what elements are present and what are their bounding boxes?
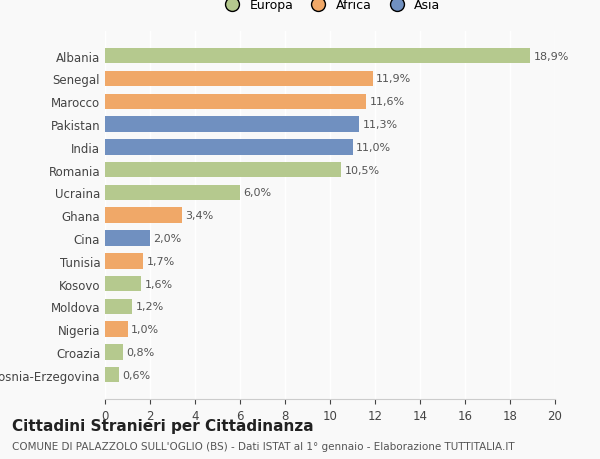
Bar bbox=[105, 94, 366, 110]
Text: 1,2%: 1,2% bbox=[136, 302, 164, 312]
Bar bbox=[105, 276, 141, 291]
Text: Cittadini Stranieri per Cittadinanza: Cittadini Stranieri per Cittadinanza bbox=[12, 418, 314, 433]
Text: COMUNE DI PALAZZOLO SULL'OGLIO (BS) - Dati ISTAT al 1° gennaio - Elaborazione TU: COMUNE DI PALAZZOLO SULL'OGLIO (BS) - Da… bbox=[12, 441, 515, 451]
Text: 10,5%: 10,5% bbox=[344, 165, 380, 175]
Bar bbox=[105, 322, 128, 337]
Text: 2,0%: 2,0% bbox=[154, 234, 182, 243]
Text: 18,9%: 18,9% bbox=[533, 51, 569, 62]
Bar bbox=[105, 72, 373, 87]
Text: 11,3%: 11,3% bbox=[362, 120, 398, 130]
Bar bbox=[105, 367, 119, 383]
Text: 0,6%: 0,6% bbox=[122, 370, 150, 380]
Text: 1,6%: 1,6% bbox=[145, 279, 173, 289]
Bar bbox=[105, 208, 182, 224]
Legend: Europa, Africa, Asia: Europa, Africa, Asia bbox=[215, 0, 445, 17]
Bar bbox=[105, 162, 341, 178]
Text: 0,8%: 0,8% bbox=[127, 347, 155, 357]
Bar bbox=[105, 49, 530, 64]
Bar bbox=[105, 140, 353, 155]
Bar bbox=[105, 253, 143, 269]
Text: 6,0%: 6,0% bbox=[244, 188, 271, 198]
Bar bbox=[105, 117, 359, 133]
Text: 11,9%: 11,9% bbox=[376, 74, 412, 84]
Text: 1,7%: 1,7% bbox=[146, 256, 175, 266]
Text: 11,6%: 11,6% bbox=[370, 97, 404, 107]
Text: 11,0%: 11,0% bbox=[356, 143, 391, 152]
Text: 3,4%: 3,4% bbox=[185, 211, 213, 221]
Bar bbox=[105, 299, 132, 314]
Bar bbox=[105, 231, 150, 246]
Bar bbox=[105, 185, 240, 201]
Bar bbox=[105, 344, 123, 360]
Text: 1,0%: 1,0% bbox=[131, 325, 159, 335]
